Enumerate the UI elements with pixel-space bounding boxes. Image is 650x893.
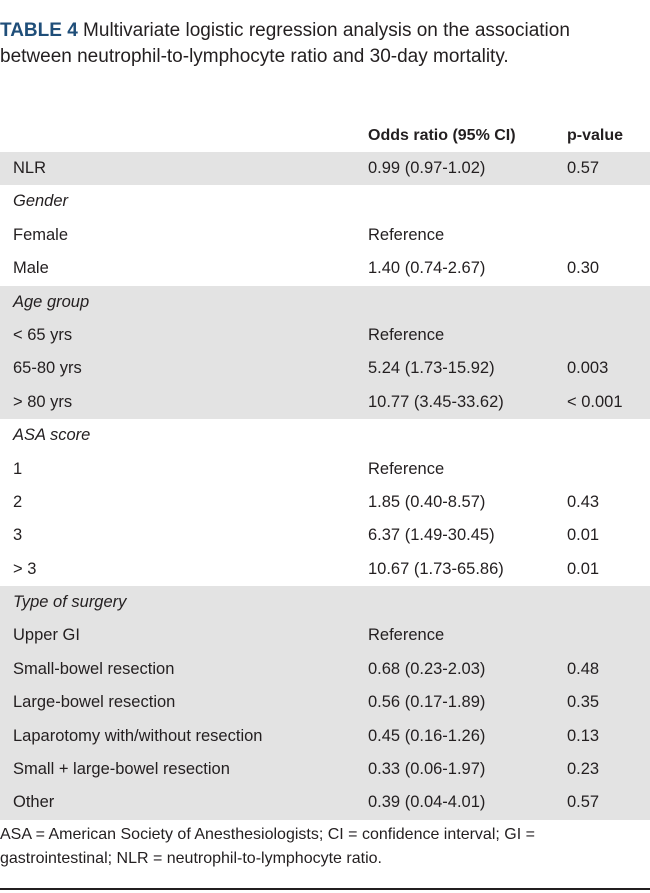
odds-ratio-cell: 0.68 (0.23-2.03) bbox=[368, 659, 486, 678]
row-label: > 80 yrs bbox=[13, 392, 73, 411]
table-row: Upper GI Reference bbox=[0, 619, 650, 653]
odds-ratio-cell: 0.39 (0.04-4.01) bbox=[368, 793, 486, 812]
table-row: Small + large-bowel resection 0.33 (0.06-… bbox=[0, 753, 650, 787]
p-value-cell: 0.23 bbox=[567, 760, 600, 779]
odds-ratio-cell: 10.67 (1.73-65.86) bbox=[368, 559, 504, 578]
table-row: < 65 yrs Reference bbox=[0, 318, 650, 353]
row-label: 65-80 yrs bbox=[13, 359, 82, 378]
p-value-cell: 0.01 bbox=[567, 559, 600, 578]
row-label: NLR bbox=[13, 159, 47, 177]
row-label: 3 bbox=[13, 526, 23, 545]
odds-ratio-cell: 1.40 (0.74-2.67) bbox=[368, 259, 486, 278]
table-row: Female Reference bbox=[0, 219, 650, 252]
odds-ratio-cell: 6.37 (1.49-30.45) bbox=[368, 526, 495, 545]
table-row: 1 Reference bbox=[0, 453, 650, 486]
odds-ratio-cell: Reference bbox=[368, 325, 445, 344]
p-value-cell: 0.13 bbox=[567, 726, 600, 745]
header-odds-ratio: Odds ratio (95% CI) bbox=[368, 127, 516, 144]
table-row: > 80 yrs 10.77 (3.45-33.62) < 0.001 bbox=[0, 385, 650, 420]
section-header-row: Type of surgery bbox=[0, 586, 650, 620]
table-row: Large-bowel resection 0.56 (0.17-1.89) 0.3… bbox=[0, 686, 650, 720]
odds-ratio-cell: Reference bbox=[368, 626, 445, 645]
table-number: TABLE 4 bbox=[0, 20, 78, 41]
row-label: ASA score bbox=[13, 426, 91, 445]
row-label: < 65 yrs bbox=[13, 325, 73, 344]
p-value-cell: < 0.001 bbox=[567, 392, 623, 411]
row-label: Male bbox=[13, 259, 49, 278]
table-row: 3 6.37 (1.49-30.45) 0.01 bbox=[0, 519, 650, 552]
p-value-cell: 0.43 bbox=[567, 492, 600, 511]
p-value-cell: 0.01 bbox=[567, 526, 600, 545]
row-label: Small-bowel resection bbox=[13, 659, 175, 678]
row-label: Type of surgery bbox=[13, 593, 127, 612]
row-label: Upper GI bbox=[13, 626, 80, 645]
row-label: > 3 bbox=[13, 559, 37, 578]
p-value-cell: 0.57 bbox=[567, 159, 600, 177]
table-body: NLR 0.99 (0.97-1.02) 0.57 Gender Female Refer… bbox=[0, 152, 650, 820]
p-value-cell: 0.35 bbox=[567, 693, 600, 712]
p-value-cell: 0.003 bbox=[567, 359, 609, 378]
table-row: Small-bowel resection 0.68 (0.23-2.03) 0.4… bbox=[0, 652, 650, 687]
row-label: Large-bowel resection bbox=[13, 693, 176, 712]
row-label: Age group bbox=[13, 292, 90, 311]
table-row: > 3 10.67 (1.73-65.86) 0.01 bbox=[0, 553, 650, 586]
odds-ratio-cell: Reference bbox=[368, 459, 445, 478]
odds-ratio-cell: 1.85 (0.40-8.57) bbox=[368, 492, 486, 511]
section-header-row: ASA score bbox=[0, 419, 650, 452]
p-value-cell: 0.57 bbox=[567, 793, 600, 812]
table-footnote: ASA = American Society of Anesthesiologi… bbox=[0, 826, 535, 867]
regression-table: Odds ratio (95% CI) p-value NLR 0.99 (0.9… bbox=[0, 118, 650, 820]
table-row: Male 1.40 (0.74-2.67) 0.30 bbox=[0, 252, 650, 285]
odds-ratio-cell: 0.99 (0.97-1.02) bbox=[368, 159, 486, 177]
table-row: Laparotomy with/without resection 0.45 (0… bbox=[0, 719, 650, 754]
table-row: 65-80 yrs 5.24 (1.73-15.92) 0.003 bbox=[0, 352, 650, 386]
section-header-row: Gender bbox=[0, 185, 650, 218]
p-value-cell: 0.30 bbox=[567, 259, 600, 278]
section-header-row: Age group bbox=[0, 285, 650, 319]
odds-ratio-cell: 0.33 (0.06-1.97) bbox=[368, 760, 486, 779]
row-label: 2 bbox=[13, 492, 23, 511]
table-title-text: Multivariate logistic regression analysi… bbox=[0, 20, 570, 67]
table-caption: TABLE 4 Multivariate logistic regression… bbox=[0, 18, 640, 70]
odds-ratio-cell: 0.45 (0.16-1.26) bbox=[368, 726, 486, 745]
bottom-rule bbox=[0, 888, 650, 890]
odds-ratio-cell: 5.24 (1.73-15.92) bbox=[368, 359, 495, 378]
odds-ratio-cell: 0.56 (0.17-1.89) bbox=[368, 693, 486, 712]
table-row: 2 1.85 (0.40-8.57) 0.43 bbox=[0, 486, 650, 519]
row-label: Gender bbox=[13, 192, 69, 211]
table-row: Other 0.39 (0.04-4.01) 0.57 bbox=[0, 786, 650, 820]
row-label: Laparotomy with/without resection bbox=[13, 726, 263, 745]
row-label: Small + large-bowel resection bbox=[13, 760, 230, 779]
odds-ratio-cell: 10.77 (3.45-33.62) bbox=[368, 392, 504, 411]
row-label: 1 bbox=[13, 459, 23, 478]
odds-ratio-cell: Reference bbox=[368, 225, 445, 244]
p-value-cell: 0.48 bbox=[567, 659, 600, 678]
table-header-row: Odds ratio (95% CI) p-value bbox=[0, 118, 650, 152]
table-row: NLR 0.99 (0.97-1.02) 0.57 bbox=[0, 152, 650, 186]
row-label: Female bbox=[13, 225, 69, 244]
header-p-value: p-value bbox=[567, 127, 624, 144]
row-label: Other bbox=[13, 793, 55, 812]
